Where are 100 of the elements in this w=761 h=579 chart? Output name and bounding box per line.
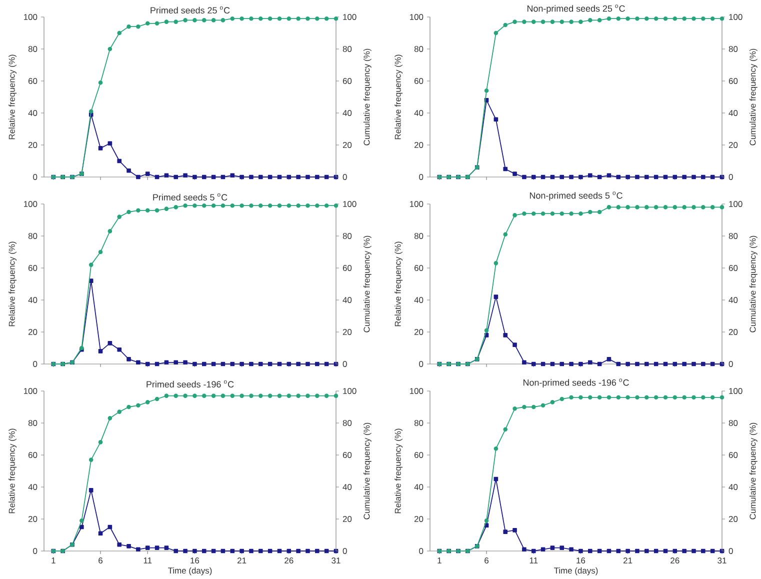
y2-tick-label: 20: [728, 516, 738, 522]
y2-tick-label: 80: [728, 420, 738, 426]
y-axis-title: Relative frequency (%): [394, 54, 403, 140]
y-axis-title: Relative frequency (%): [394, 428, 403, 514]
y-axis-title: Relative frequency (%): [8, 242, 17, 326]
y-tick-label: 100: [24, 14, 38, 20]
y-tick-label: 0: [419, 174, 424, 180]
y2-tick-label: 60: [342, 78, 352, 84]
y-tick-label: 20: [28, 329, 38, 335]
y2-tick-label: 20: [342, 516, 352, 522]
y-axis-title: Relative frequency (%): [394, 242, 403, 326]
x-tick-label: 11: [530, 558, 538, 564]
x-axis-title: Time (days): [168, 567, 212, 576]
y-tick-label: 100: [410, 201, 424, 207]
y2-tick-label: 40: [342, 484, 352, 490]
x-tick-label: 31: [718, 558, 726, 564]
y2-tick-label: 60: [342, 452, 352, 458]
y2-tick-label: 100: [343, 201, 356, 207]
x-tick-label: 1: [52, 558, 56, 564]
x-tick-label: 16: [576, 558, 586, 564]
y-tick-label: 100: [410, 388, 424, 394]
y-tick-label: 20: [414, 329, 424, 335]
y2-tick-label: 80: [342, 420, 352, 426]
y-tick-label: 100: [24, 388, 38, 394]
y-tick-label: 80: [414, 46, 424, 52]
y2-tick-label: 0: [728, 361, 733, 367]
y-tick-label: 0: [33, 361, 38, 367]
y-tick-label: 80: [28, 233, 38, 239]
y-tick-label: 20: [28, 142, 38, 148]
y2-axis-title: Cumulative frequency (%): [749, 236, 758, 332]
chart-title: Primed seeds -196 $^{o}$C: [146, 380, 234, 388]
y2-tick-label: 60: [342, 265, 352, 271]
y2-tick-label: 60: [728, 78, 738, 84]
x-tick-label: 21: [238, 558, 246, 564]
y-tick-label: 60: [28, 452, 38, 458]
y2-tick-label: 40: [728, 297, 738, 303]
y2-axis-title: Cumulative frequency (%): [363, 236, 372, 332]
x-tick-label: 6: [98, 558, 103, 564]
x-axis-title: Time (days): [554, 567, 598, 576]
y-tick-label: 20: [414, 516, 424, 522]
y-tick-label: 100: [410, 14, 424, 20]
y-tick-label: 40: [28, 110, 38, 116]
y2-axis-title: Cumulative frequency (%): [363, 48, 372, 146]
y2-tick-label: 60: [728, 265, 738, 271]
y2-tick-label: 40: [728, 484, 738, 490]
chart-title: Primed seeds 5 $^{o}$C: [153, 193, 228, 201]
y-tick-label: 40: [414, 484, 424, 490]
y2-tick-label: 60: [728, 452, 738, 458]
y2-tick-label: 100: [343, 14, 356, 20]
y-tick-label: 40: [28, 297, 38, 303]
y2-tick-label: 100: [729, 388, 742, 394]
y2-tick-label: 80: [728, 46, 738, 52]
y-tick-label: 60: [414, 452, 424, 458]
x-tick-label: 21: [624, 558, 632, 564]
y2-tick-label: 20: [728, 142, 738, 148]
y-tick-label: 60: [28, 78, 38, 84]
chart-title: Primed seeds 25 $^{o}$C: [150, 6, 230, 14]
chart-title: Non-primed seeds 5 $^{o}$C: [530, 192, 622, 200]
y2-tick-label: 100: [729, 14, 742, 20]
y2-axis-title: Cumulative frequency (%): [363, 422, 372, 520]
y-tick-label: 60: [414, 78, 424, 84]
y-tick-label: 20: [414, 142, 424, 148]
y-tick-label: 0: [419, 361, 424, 367]
y2-tick-label: 80: [728, 233, 738, 239]
x-tick-label: 6: [484, 558, 489, 564]
chart-title: Non-primed seeds 25 $^{o}$C: [527, 4, 625, 14]
y-tick-label: 0: [33, 548, 38, 554]
x-tick-label: 16: [190, 558, 200, 564]
y-tick-label: 0: [33, 174, 38, 180]
y2-tick-label: 40: [342, 110, 352, 116]
y-tick-label: 60: [414, 265, 424, 271]
y2-tick-label: 20: [728, 329, 738, 335]
y-tick-label: 20: [28, 516, 38, 522]
y2-tick-label: 80: [342, 233, 352, 239]
y2-tick-label: 80: [342, 46, 352, 52]
y-tick-label: 40: [414, 297, 424, 303]
y2-axis-title: Cumulative frequency (%): [749, 48, 758, 146]
y2-tick-label: 0: [342, 548, 347, 554]
y-tick-label: 40: [28, 484, 38, 490]
y-axis-title: Relative frequency (%): [8, 54, 17, 140]
y-tick-label: 40: [414, 110, 424, 116]
y2-tick-label: 40: [728, 110, 738, 116]
y-tick-label: 60: [28, 265, 38, 271]
y-tick-label: 0: [419, 548, 424, 554]
y2-tick-label: 100: [729, 201, 742, 207]
x-tick-label: 31: [332, 558, 340, 564]
y-tick-label: 80: [414, 233, 424, 239]
x-tick-label: 11: [144, 558, 152, 564]
x-tick-label: 1: [438, 558, 442, 564]
y-tick-label: 80: [28, 420, 38, 426]
y2-tick-label: 0: [342, 361, 347, 367]
chart-title: Non-primed seeds -196 $^{o}$C: [523, 378, 629, 388]
y-axis-title: Relative frequency (%): [8, 428, 17, 514]
y2-tick-label: 20: [342, 329, 352, 335]
y-tick-label: 80: [28, 46, 38, 52]
y2-tick-label: 0: [728, 548, 733, 554]
y2-tick-label: 0: [342, 174, 347, 180]
y-tick-label: 100: [24, 201, 38, 207]
x-tick-label: 26: [284, 558, 294, 564]
y2-tick-label: 100: [343, 388, 356, 394]
